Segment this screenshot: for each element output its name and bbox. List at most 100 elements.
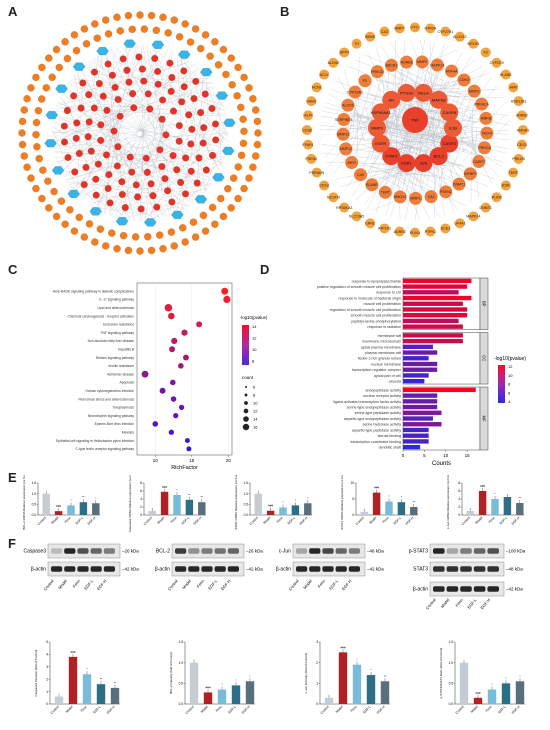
ppi-edge	[369, 167, 424, 181]
target-node	[103, 106, 111, 114]
compound-node	[151, 40, 165, 49]
bar	[352, 664, 362, 704]
ppi-hub-node	[368, 119, 386, 137]
target-node	[168, 73, 176, 81]
ppi-node	[425, 23, 436, 34]
legend-size-label: 8	[253, 393, 256, 398]
ppi-node	[445, 64, 459, 78]
network-edge	[104, 45, 138, 166]
bubble-point	[173, 413, 179, 419]
network-edge	[95, 147, 127, 210]
blot-band	[227, 566, 239, 572]
target-node	[173, 166, 181, 174]
ppi-edge	[359, 169, 437, 177]
bar	[42, 493, 50, 515]
bar	[466, 511, 474, 515]
ppi-node-label: NR1H3	[467, 42, 479, 46]
go-bar	[403, 324, 463, 329]
target-node	[116, 112, 124, 120]
ppi-node	[354, 168, 368, 182]
target-node	[164, 187, 172, 195]
sig-label: **	[82, 495, 85, 499]
legend-title-p: -log10(pvalue)	[240, 315, 268, 320]
herb-target-node	[136, 247, 144, 255]
go-bar	[403, 290, 459, 295]
target-node	[161, 175, 169, 183]
ppi-hub-label: TNF	[411, 118, 419, 123]
go-term-label: dendritic shaft	[379, 446, 401, 450]
legend-tick: 10	[252, 347, 257, 352]
target-node	[61, 138, 69, 146]
ppi-node	[424, 190, 438, 204]
network-edge	[109, 116, 152, 216]
ppi-hub-label: HSP90AA1	[371, 110, 392, 115]
herb-target-node	[240, 184, 248, 193]
ppi-node-label: PSENEN	[309, 171, 324, 175]
ppi-node	[379, 223, 390, 234]
x-axis-title: Counts	[432, 461, 451, 467]
bar	[385, 501, 393, 515]
ppi-edge	[448, 98, 477, 180]
target-node	[175, 137, 183, 145]
target-node	[146, 105, 154, 113]
ppi-node	[384, 58, 398, 72]
compound-node	[144, 218, 157, 227]
compound-node	[55, 84, 68, 93]
bar	[304, 503, 312, 515]
network-edge	[53, 151, 179, 163]
ppi-node-label: HCN1	[312, 86, 322, 90]
ppi-node-label: HNF4A	[446, 69, 458, 73]
target-node	[147, 180, 155, 188]
go-bar	[403, 333, 463, 338]
target-node	[142, 154, 150, 162]
ppi-edge	[319, 125, 407, 131]
network-edge	[144, 46, 157, 93]
plot-frame	[136, 282, 233, 456]
bubble-point	[168, 312, 175, 320]
herb-target-node	[245, 174, 253, 182]
target-node	[144, 90, 152, 98]
ppi-edge	[354, 164, 445, 179]
target-node	[180, 83, 188, 91]
target-node	[106, 199, 114, 207]
group-strip	[479, 386, 489, 451]
blot-target-kda: –100 kDa	[506, 549, 526, 554]
ppi-node	[480, 202, 491, 213]
bar	[189, 662, 199, 704]
herb-target-node	[206, 52, 214, 60]
ppi-node-label: IKBKB	[481, 117, 492, 121]
target-node	[77, 104, 85, 112]
target-node	[187, 140, 195, 148]
target-node	[187, 167, 195, 175]
network-edge	[51, 97, 108, 137]
network-edge	[132, 125, 228, 188]
herb-target-node	[119, 232, 128, 240]
target-node	[130, 104, 138, 112]
bubble-point	[141, 370, 149, 378]
herb-target-node	[27, 174, 35, 182]
ppi-node-label: PLIN1	[410, 231, 420, 235]
category-label: EGF-L	[497, 705, 507, 715]
blot-band	[201, 566, 213, 572]
herb-target-node	[96, 225, 105, 233]
herb-target-node	[136, 11, 144, 19]
category-label: EGF-L	[75, 516, 85, 526]
y-tick-label: 1.5	[449, 640, 454, 644]
category-label: EGF-L	[287, 516, 297, 526]
herb-target-node	[52, 45, 61, 54]
ppi-node-label: ALPI	[304, 114, 312, 118]
herb-target-node	[234, 63, 242, 72]
ppi-edge	[368, 120, 482, 150]
bubble-point	[181, 329, 188, 336]
network-edge	[183, 62, 225, 108]
blot-band	[433, 548, 445, 554]
herb-target-node	[18, 129, 26, 137]
bar	[231, 685, 241, 704]
go-term-label: nuclear receptor activity	[363, 394, 401, 398]
ppi-node-label: CYP2C9	[490, 61, 504, 65]
target-node	[104, 185, 112, 193]
ppi-node	[345, 156, 359, 170]
herb-target-node	[214, 61, 223, 69]
y-tick-label: 5	[46, 640, 48, 644]
herb-target-node	[27, 84, 35, 92]
